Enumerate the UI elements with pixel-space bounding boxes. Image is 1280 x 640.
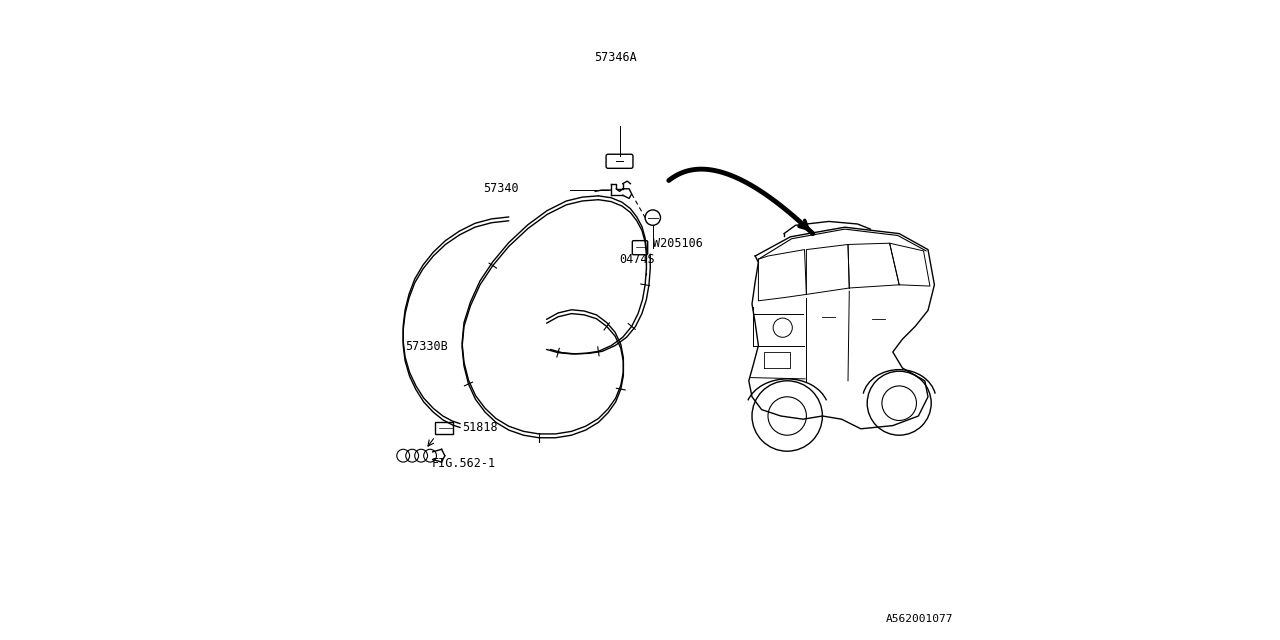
- Text: 57346A: 57346A: [594, 51, 636, 64]
- Text: 57330B: 57330B: [406, 340, 448, 353]
- FancyBboxPatch shape: [607, 154, 634, 168]
- Text: 0474S: 0474S: [620, 253, 654, 266]
- FancyBboxPatch shape: [632, 241, 648, 255]
- Text: FIG.562-1: FIG.562-1: [433, 457, 497, 470]
- Text: 57340: 57340: [483, 182, 518, 195]
- Bar: [435, 422, 453, 434]
- Text: W205106: W205106: [653, 237, 703, 250]
- Text: 51818: 51818: [462, 421, 498, 434]
- Text: A562001077: A562001077: [886, 614, 954, 624]
